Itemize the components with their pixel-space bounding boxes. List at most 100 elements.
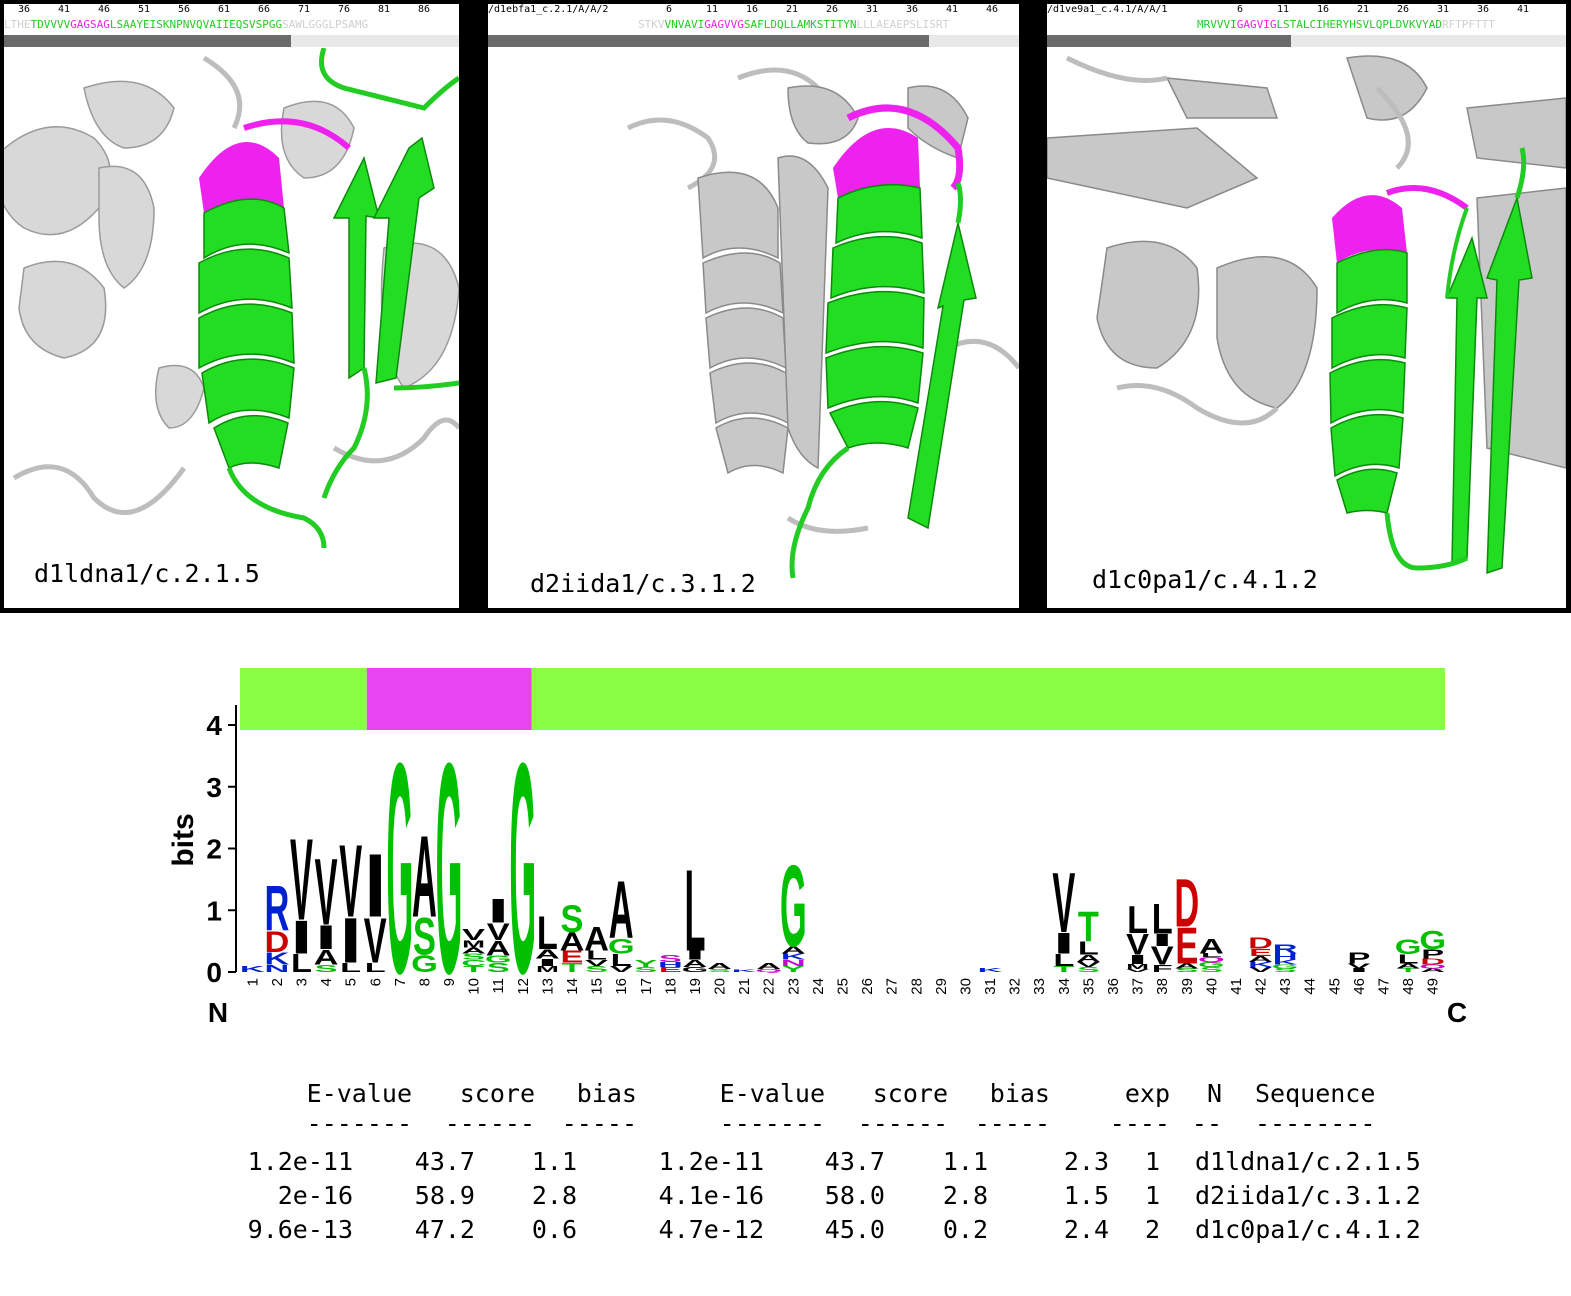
position-label: 37 [1130, 978, 1147, 995]
logo-letter: V [315, 841, 338, 946]
table-separator: ------- [719, 1109, 825, 1138]
position-label: 40 [1203, 978, 1220, 995]
logo-letter: L [537, 907, 558, 960]
logo-letter: A [1174, 962, 1199, 969]
ruler-tick: 11 [706, 4, 719, 15]
logo-letter: Y [634, 958, 657, 969]
position-label: 11 [490, 978, 507, 994]
logo-letter: G [1419, 927, 1446, 955]
position-label: 48 [1400, 978, 1417, 995]
ruler-tick: 26 [826, 4, 839, 15]
logo-letter: A [560, 928, 585, 956]
ruler-tick: 41 [946, 4, 959, 15]
table-header: bias [576, 1079, 637, 1108]
region-segment [240, 668, 367, 730]
logo-position-ticks: 1 2 3 4 5 6 7 8 9 10 11 12 13 14 15 16 17 18 19 20 21 22 23 24 2… [244, 978, 1441, 995]
logo-letter: A [314, 946, 339, 970]
sequence-segment-faint: STKV [638, 18, 665, 31]
position-label: 39 [1179, 978, 1196, 995]
ruler-tick: 81 [378, 4, 391, 15]
logo-letter: K [978, 968, 1003, 974]
logo-letter: A [1420, 968, 1445, 974]
position-label: 41 [1228, 978, 1245, 995]
table-cell: 1.2e-11 [247, 1147, 353, 1176]
logo-letter: T [463, 964, 485, 974]
logo-letter: G [509, 702, 536, 1030]
position-label: 28 [908, 978, 925, 995]
logo-letter: V [339, 825, 362, 939]
position-label: 34 [1056, 978, 1073, 995]
position-label: 44 [1302, 978, 1319, 995]
position-label: 36 [1105, 978, 1122, 995]
table-cell: 2 [1144, 1215, 1160, 1244]
y-tick-label: 4 [206, 710, 222, 741]
logo-letter: L [1127, 898, 1148, 941]
logo-letter: V [1347, 962, 1371, 969]
ruler-tick: 11 [1277, 4, 1290, 15]
position-label: 7 [392, 978, 409, 986]
logo-letter: G [386, 702, 413, 1030]
table-cell: 1.5 [1063, 1181, 1109, 1210]
logo-letter: E [1249, 947, 1272, 958]
sequence-segment-faint: RFTPFTTT [1441, 18, 1495, 31]
position-label: 30 [957, 978, 974, 995]
sequence-line: STKV VNVAVI GAGVVG SAFLDQLLAMKSTITYN LLLAEAE… [488, 16, 1019, 33]
logo-letter: Q [1198, 956, 1225, 963]
panel-label: d2iida1/c.3.1.2 [530, 569, 756, 598]
logo-letter: Q [1419, 964, 1446, 970]
table-header: bias [989, 1079, 1050, 1108]
position-label: 6 [367, 978, 384, 986]
logo-letter: P [1347, 949, 1370, 966]
logo-letter: S [1200, 966, 1223, 973]
position-label: 29 [933, 978, 950, 995]
logo-letter: G [682, 966, 709, 973]
logo-letter: P [1421, 948, 1444, 962]
logo-letter: T [1398, 968, 1419, 974]
position-label: 14 [564, 978, 581, 995]
logo-letter: A [486, 937, 511, 961]
logo-letter: V [1126, 928, 1149, 961]
logo-letter: N [781, 958, 806, 968]
table-header: N [1206, 1079, 1222, 1108]
position-label: 47 [1376, 978, 1393, 995]
ruler-tick: 21 [786, 4, 799, 15]
logo-letter: L [365, 961, 386, 975]
ruler-tick: 6 [666, 4, 673, 15]
logo-letter: S [634, 966, 657, 973]
position-label: 16 [613, 978, 630, 995]
logo-letter: N [264, 963, 289, 974]
logo-letter: S [487, 961, 510, 975]
logo-letter: G [1272, 964, 1299, 970]
logo-letter: V [364, 904, 387, 976]
position-label: 33 [1031, 978, 1048, 995]
logo-letter: L [1152, 896, 1173, 943]
logo-letter: I [1127, 952, 1149, 967]
table-separator: -------- [1255, 1109, 1376, 1138]
table-cell-sequence: d1ldna1/c.2.1.5 [1195, 1147, 1421, 1176]
table-separator: ------- [306, 1109, 412, 1138]
logo-letter: S [585, 964, 608, 974]
logo-letter: I [1053, 927, 1075, 961]
table-cell: 2.8 [942, 1181, 988, 1210]
logo-letter: I [1348, 967, 1370, 973]
coverage-fill [488, 35, 929, 47]
sequence-segment-green: VNVAVI [664, 18, 705, 31]
table-cell: 0.6 [531, 1215, 577, 1244]
position-label: 10 [466, 978, 483, 995]
logo-letter: K [1248, 961, 1273, 968]
table-cell: 0.2 [942, 1215, 988, 1244]
structure-panel-d1ldna1: 36 41 46 51 56 61 66 71 76 81 86 LTHE TDVVVV GAGSAG L… [4, 4, 459, 608]
table-cell: 1 [1144, 1181, 1160, 1210]
ruler-tick: 41 [1517, 4, 1530, 15]
logo-letter: M [536, 965, 559, 974]
logo-letter: V [487, 919, 510, 946]
logo-letter: L [1078, 938, 1099, 959]
logo-letter: C [461, 958, 486, 968]
sequence-segment-faint: LLLAEAEPSLISRT [856, 18, 950, 31]
logo-letter: H [658, 961, 683, 968]
table-separator: ----- [974, 1109, 1050, 1138]
logo-letter: A [756, 961, 781, 971]
position-label: 13 [539, 978, 556, 995]
ruler-tick: 41 [58, 4, 71, 15]
logo-letter: A [1076, 953, 1101, 964]
